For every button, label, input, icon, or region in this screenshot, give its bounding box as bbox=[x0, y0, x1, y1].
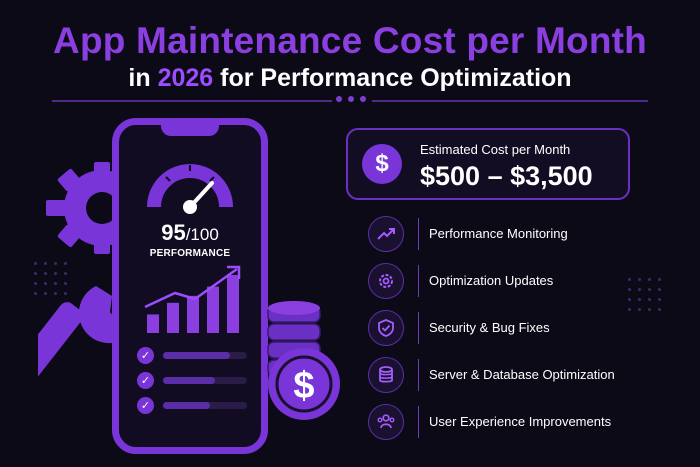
feature-separator bbox=[418, 406, 419, 438]
divider-right bbox=[372, 100, 648, 102]
feature-performance-monitoring: Performance Monitoring bbox=[368, 214, 668, 254]
cost-caption: Estimated Cost per Month bbox=[420, 142, 571, 157]
divider-dots bbox=[334, 96, 370, 106]
score-value: 95 bbox=[161, 220, 186, 245]
check-icon: ✓ bbox=[137, 347, 154, 364]
progress-row: ✓ bbox=[137, 347, 249, 365]
trend-up-icon bbox=[368, 216, 404, 252]
chart-bar bbox=[227, 275, 239, 333]
users-icon bbox=[368, 404, 404, 440]
phone-notch bbox=[161, 123, 219, 136]
progress-row: ✓ bbox=[137, 397, 249, 415]
speedometer-gauge bbox=[147, 164, 233, 214]
progress-bar bbox=[163, 402, 247, 409]
feature-optimization-updates: Optimization Updates bbox=[368, 261, 668, 301]
progress-list: ✓ ✓ ✓ bbox=[137, 347, 249, 427]
feature-separator bbox=[418, 265, 419, 297]
gear-icon bbox=[46, 162, 116, 254]
check-icon: ✓ bbox=[137, 397, 154, 414]
performance-score: 95/100 bbox=[119, 220, 261, 246]
feature-user-experience-improvements: User Experience Improvements bbox=[368, 402, 668, 442]
subtitle-year: 2026 bbox=[157, 64, 214, 92]
svg-text:$: $ bbox=[293, 365, 314, 407]
feature-separator bbox=[418, 312, 419, 344]
dollar-coin-icon: $ bbox=[268, 348, 340, 420]
feature-separator bbox=[418, 359, 419, 391]
progress-fill bbox=[163, 402, 211, 409]
database-icon bbox=[368, 357, 404, 393]
chart-bar bbox=[187, 295, 199, 333]
subtitle-in: in bbox=[128, 64, 151, 92]
page-title: App Maintenance Cost per Month bbox=[53, 20, 647, 61]
feature-security-bug-fixes: Security & Bug Fixes bbox=[368, 308, 668, 348]
divider-left bbox=[52, 100, 332, 102]
progress-fill bbox=[163, 377, 216, 384]
progress-fill bbox=[163, 352, 231, 359]
dot-grid-left bbox=[34, 262, 74, 312]
dot-grid-right bbox=[628, 278, 668, 328]
estimated-cost-card: $ Estimated Cost per Month $500 – $3,500 bbox=[346, 128, 630, 200]
phone-mockup: 95/100 PERFORMANCE ✓ ✓ ✓ bbox=[112, 118, 268, 454]
performance-bar-chart bbox=[144, 265, 241, 333]
shield-check-icon bbox=[368, 310, 404, 346]
progress-bar bbox=[163, 377, 247, 384]
feature-label: Server & Database Optimization bbox=[429, 367, 615, 382]
feature-separator bbox=[418, 218, 419, 250]
cost-value: $500 – $3,500 bbox=[420, 161, 593, 191]
feature-label: Performance Monitoring bbox=[429, 226, 568, 241]
dollar-icon: $ bbox=[362, 144, 402, 184]
check-icon: ✓ bbox=[137, 372, 154, 389]
performance-label: PERFORMANCE bbox=[149, 248, 231, 259]
score-total: /100 bbox=[185, 225, 219, 244]
chart-bar bbox=[167, 302, 179, 333]
subtitle-rest: for Performance Optimization bbox=[220, 64, 572, 92]
feature-label: Optimization Updates bbox=[429, 273, 554, 288]
chart-bar bbox=[147, 314, 159, 333]
gear-icon bbox=[368, 263, 404, 299]
feature-label: Security & Bug Fixes bbox=[429, 320, 550, 335]
feature-label: User Experience Improvements bbox=[429, 414, 612, 429]
chart-bar bbox=[207, 286, 219, 333]
feature-server-database-optimization: Server & Database Optimization bbox=[368, 355, 668, 395]
progress-row: ✓ bbox=[137, 372, 249, 390]
progress-bar bbox=[163, 352, 247, 359]
page-subtitle: in 2026 for Performance Optimization bbox=[0, 64, 700, 93]
